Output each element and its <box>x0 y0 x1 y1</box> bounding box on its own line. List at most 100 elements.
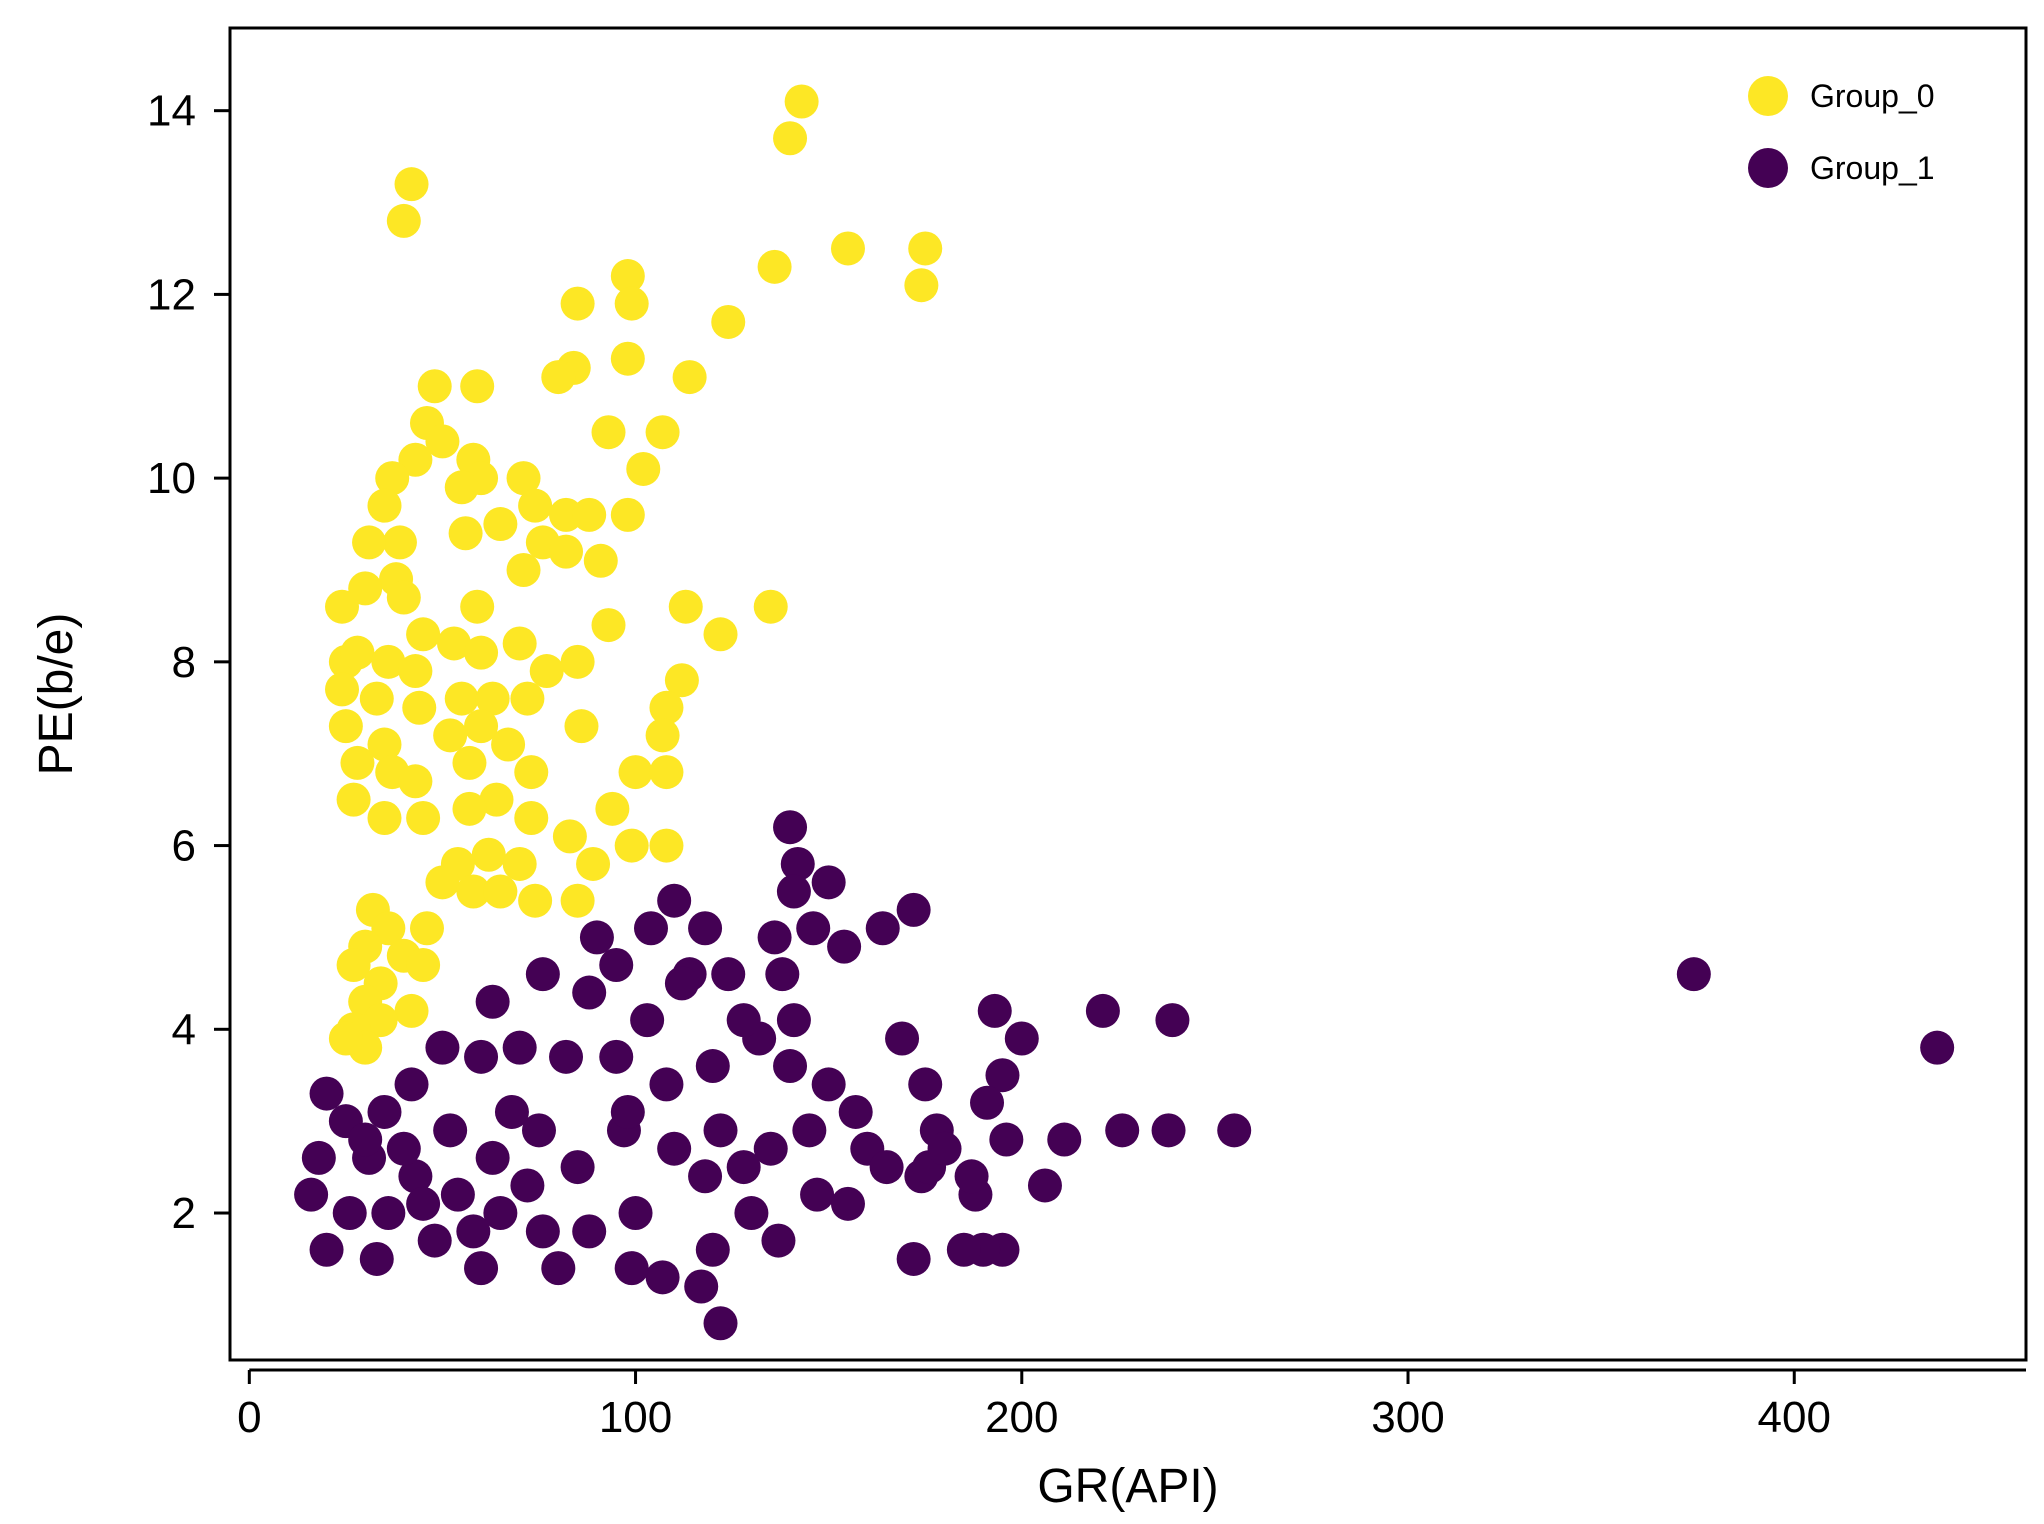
data-point <box>657 883 692 918</box>
data-point <box>927 1131 962 1166</box>
y-tick-label: 2 <box>172 1189 196 1238</box>
data-point <box>1920 1030 1955 1065</box>
data-point <box>776 1003 811 1038</box>
data-point <box>336 947 371 982</box>
data-point <box>382 525 417 560</box>
data-point <box>572 497 607 532</box>
data-point <box>471 837 506 872</box>
data-point <box>753 1131 788 1166</box>
data-point <box>633 911 668 946</box>
data-point <box>367 727 402 762</box>
data-point <box>811 865 846 900</box>
data-point <box>437 626 472 661</box>
data-point <box>332 1196 367 1231</box>
data-point <box>780 846 815 881</box>
data-point <box>483 507 518 542</box>
data-point <box>325 672 360 707</box>
data-point <box>386 580 421 615</box>
data-point <box>614 828 649 863</box>
data-point <box>792 1113 827 1148</box>
x-tick-label: 100 <box>599 1393 672 1442</box>
data-point <box>375 461 410 496</box>
data-point <box>830 231 865 266</box>
data-point <box>614 1251 649 1286</box>
data-point <box>448 516 483 551</box>
data-point <box>865 911 900 946</box>
data-point <box>908 231 943 266</box>
data-point <box>688 1159 723 1194</box>
data-point <box>830 1186 865 1221</box>
data-point <box>784 84 819 119</box>
x-axis: 0 100 200 300 400 <box>237 1368 2026 1442</box>
data-point <box>726 1150 761 1185</box>
data-point <box>560 286 595 321</box>
x-tick-label: 0 <box>237 1393 261 1442</box>
data-point <box>398 764 433 799</box>
data-point <box>444 681 479 716</box>
data-point <box>518 488 553 523</box>
legend-label-group-0: Group_0 <box>1810 78 1935 114</box>
data-point <box>626 451 661 486</box>
data-point <box>552 819 587 854</box>
data-point <box>367 801 402 836</box>
data-point <box>560 883 595 918</box>
data-point <box>649 690 684 725</box>
data-point <box>757 920 792 955</box>
data-point <box>359 681 394 716</box>
data-point <box>664 966 699 1001</box>
x-tick-label: 300 <box>1371 1393 1444 1442</box>
data-point <box>610 341 645 376</box>
data-point <box>796 911 831 946</box>
data-point <box>363 1003 398 1038</box>
data-point <box>610 1094 645 1129</box>
data-point <box>348 571 383 606</box>
data-point <box>406 1186 441 1221</box>
series-group-1 <box>294 810 1955 1341</box>
data-point <box>541 360 576 395</box>
data-point <box>494 1094 529 1129</box>
data-point <box>838 1094 873 1129</box>
data-point <box>610 497 645 532</box>
data-point <box>479 782 514 817</box>
data-point <box>502 846 537 881</box>
x-axis-title: GR(API) <box>1037 1460 1218 1513</box>
data-point <box>572 1214 607 1249</box>
data-point <box>827 929 862 964</box>
x-tick-label: 200 <box>985 1393 1058 1442</box>
points-layer <box>294 84 1955 1341</box>
data-point <box>614 286 649 321</box>
data-point <box>688 911 723 946</box>
y-tick-label: 14 <box>147 87 196 136</box>
data-point <box>294 1177 329 1212</box>
data-point <box>460 589 495 624</box>
data-point <box>711 957 746 992</box>
data-point <box>549 1039 584 1074</box>
data-point <box>1004 1021 1039 1056</box>
data-point <box>583 543 618 578</box>
data-point <box>371 1196 406 1231</box>
y-tick-label: 4 <box>172 1005 196 1054</box>
plot-frame <box>228 26 2028 1362</box>
data-point <box>433 718 468 753</box>
data-point <box>985 1058 1020 1093</box>
data-point <box>664 663 699 698</box>
data-point <box>703 1113 738 1148</box>
data-point <box>560 644 595 679</box>
series-group-0 <box>325 84 943 1065</box>
data-point <box>869 1150 904 1185</box>
data-point <box>1155 1003 1190 1038</box>
data-point <box>425 424 460 459</box>
data-point <box>367 488 402 523</box>
data-point <box>483 1196 518 1231</box>
data-point <box>549 534 584 569</box>
data-point <box>977 993 1012 1028</box>
data-point <box>417 369 452 404</box>
data-point <box>1027 1168 1062 1203</box>
data-point <box>645 718 680 753</box>
data-point <box>773 121 808 156</box>
data-point <box>896 892 931 927</box>
data-point <box>371 911 406 946</box>
data-point <box>309 1232 344 1267</box>
data-point <box>456 1214 491 1249</box>
data-point <box>618 1196 653 1231</box>
